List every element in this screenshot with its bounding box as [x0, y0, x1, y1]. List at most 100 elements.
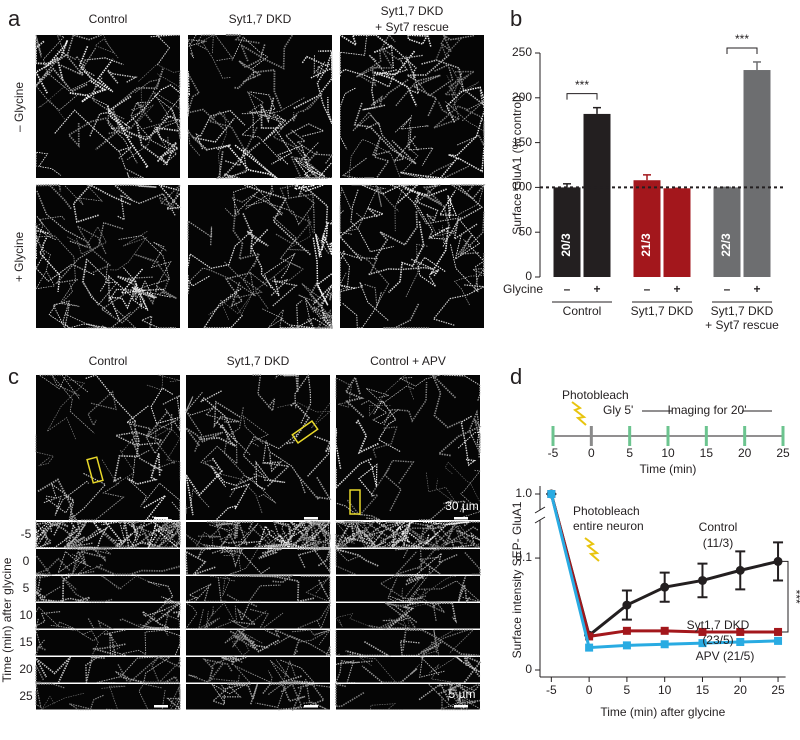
dendrite	[56, 521, 97, 523]
dendrite	[205, 605, 237, 629]
dendrite	[203, 576, 227, 603]
dendrite	[210, 521, 250, 537]
dendrite	[185, 391, 227, 421]
dendrite	[373, 211, 418, 260]
dendrite	[143, 495, 173, 521]
dendrite	[233, 602, 258, 626]
scale-bar	[454, 517, 468, 520]
dendrite	[35, 554, 71, 576]
bar	[713, 187, 741, 277]
micrograph	[36, 603, 180, 629]
dendrite	[420, 575, 456, 597]
marker	[622, 641, 631, 650]
dendrite	[372, 426, 398, 458]
dendrite	[275, 184, 312, 245]
dendrite	[156, 521, 181, 549]
dendrite	[339, 281, 389, 321]
dendrite	[370, 78, 410, 108]
dendrite	[375, 184, 400, 212]
dendrite	[335, 547, 361, 575]
dendrite	[63, 520, 86, 549]
dendrite	[275, 521, 305, 550]
y-tick-label: 0.1	[515, 550, 532, 564]
dendrite	[242, 433, 299, 479]
series-label: Control	[699, 520, 738, 534]
lightning-icon	[571, 401, 587, 426]
dendrite	[208, 111, 258, 153]
dendrite	[321, 528, 331, 548]
glycine-sign: –	[644, 282, 651, 296]
dendrite	[151, 521, 181, 545]
dendrite	[95, 68, 164, 151]
n-label: 20/3	[559, 233, 573, 257]
dendrite	[77, 548, 106, 566]
dendrite	[113, 431, 162, 446]
dendrite	[344, 375, 365, 419]
dendrite	[395, 548, 409, 559]
dendrite	[166, 697, 181, 710]
dendrite	[334, 523, 360, 549]
dendrite	[100, 530, 139, 549]
dendrite	[36, 599, 55, 603]
dendrite	[450, 239, 485, 293]
micrograph	[340, 185, 484, 328]
dendrite	[307, 435, 331, 477]
x-tick-label: 10	[661, 446, 675, 460]
dendrite	[335, 548, 380, 567]
dendrite	[444, 74, 480, 112]
dendrite	[313, 55, 327, 78]
dendrite	[55, 564, 103, 575]
dendrite	[162, 394, 181, 432]
dendrite	[335, 630, 340, 657]
dendrite	[463, 655, 482, 683]
dendrite	[420, 629, 475, 657]
dendrite	[365, 385, 415, 404]
annotation: Photobleach	[573, 504, 640, 518]
dendrite	[312, 237, 333, 306]
column-header: Syt1,7 DKD	[381, 4, 444, 18]
dendrite	[450, 72, 463, 119]
marker	[774, 627, 783, 636]
x-tick-label: 15	[700, 446, 714, 460]
y-tick-label: 100	[512, 180, 532, 194]
dendrite	[284, 123, 326, 162]
dendrite	[262, 308, 284, 329]
dendrite	[249, 524, 294, 548]
dendrite	[426, 521, 467, 530]
dendrite	[305, 575, 331, 602]
group-label: + Syt7 rescue	[705, 318, 779, 332]
dendrite	[69, 79, 107, 103]
dendrite	[113, 427, 140, 483]
column-header: + Syt7 rescue	[375, 20, 449, 34]
dendrite	[279, 659, 316, 684]
dendrite	[63, 472, 107, 522]
dendrite	[279, 520, 314, 548]
dendrite	[34, 39, 69, 94]
dendrite	[151, 656, 181, 684]
dendrite	[291, 317, 332, 329]
axis-break	[534, 506, 546, 524]
dendrite	[274, 635, 331, 657]
dendrite	[127, 450, 150, 507]
time-label: 20	[19, 662, 33, 676]
dendrite	[35, 248, 56, 290]
marker	[660, 640, 669, 649]
x-tick-label: 15	[696, 683, 710, 697]
dendrite	[130, 101, 178, 166]
dendrite	[392, 184, 409, 232]
dendrite	[35, 151, 62, 176]
dendrite	[200, 390, 237, 442]
dendrite	[243, 184, 311, 256]
dendrite	[278, 527, 308, 548]
scale-label: 30 µm	[445, 499, 479, 513]
glycine-sign: +	[753, 282, 760, 296]
dendrite	[48, 303, 108, 329]
dendrite	[233, 184, 283, 216]
dendrite	[335, 377, 352, 408]
dendrite	[215, 142, 261, 179]
dendrite	[147, 524, 179, 548]
dendrite	[405, 575, 425, 586]
dendrite	[226, 584, 281, 603]
dendrite	[335, 428, 342, 469]
dendrite	[363, 521, 405, 538]
